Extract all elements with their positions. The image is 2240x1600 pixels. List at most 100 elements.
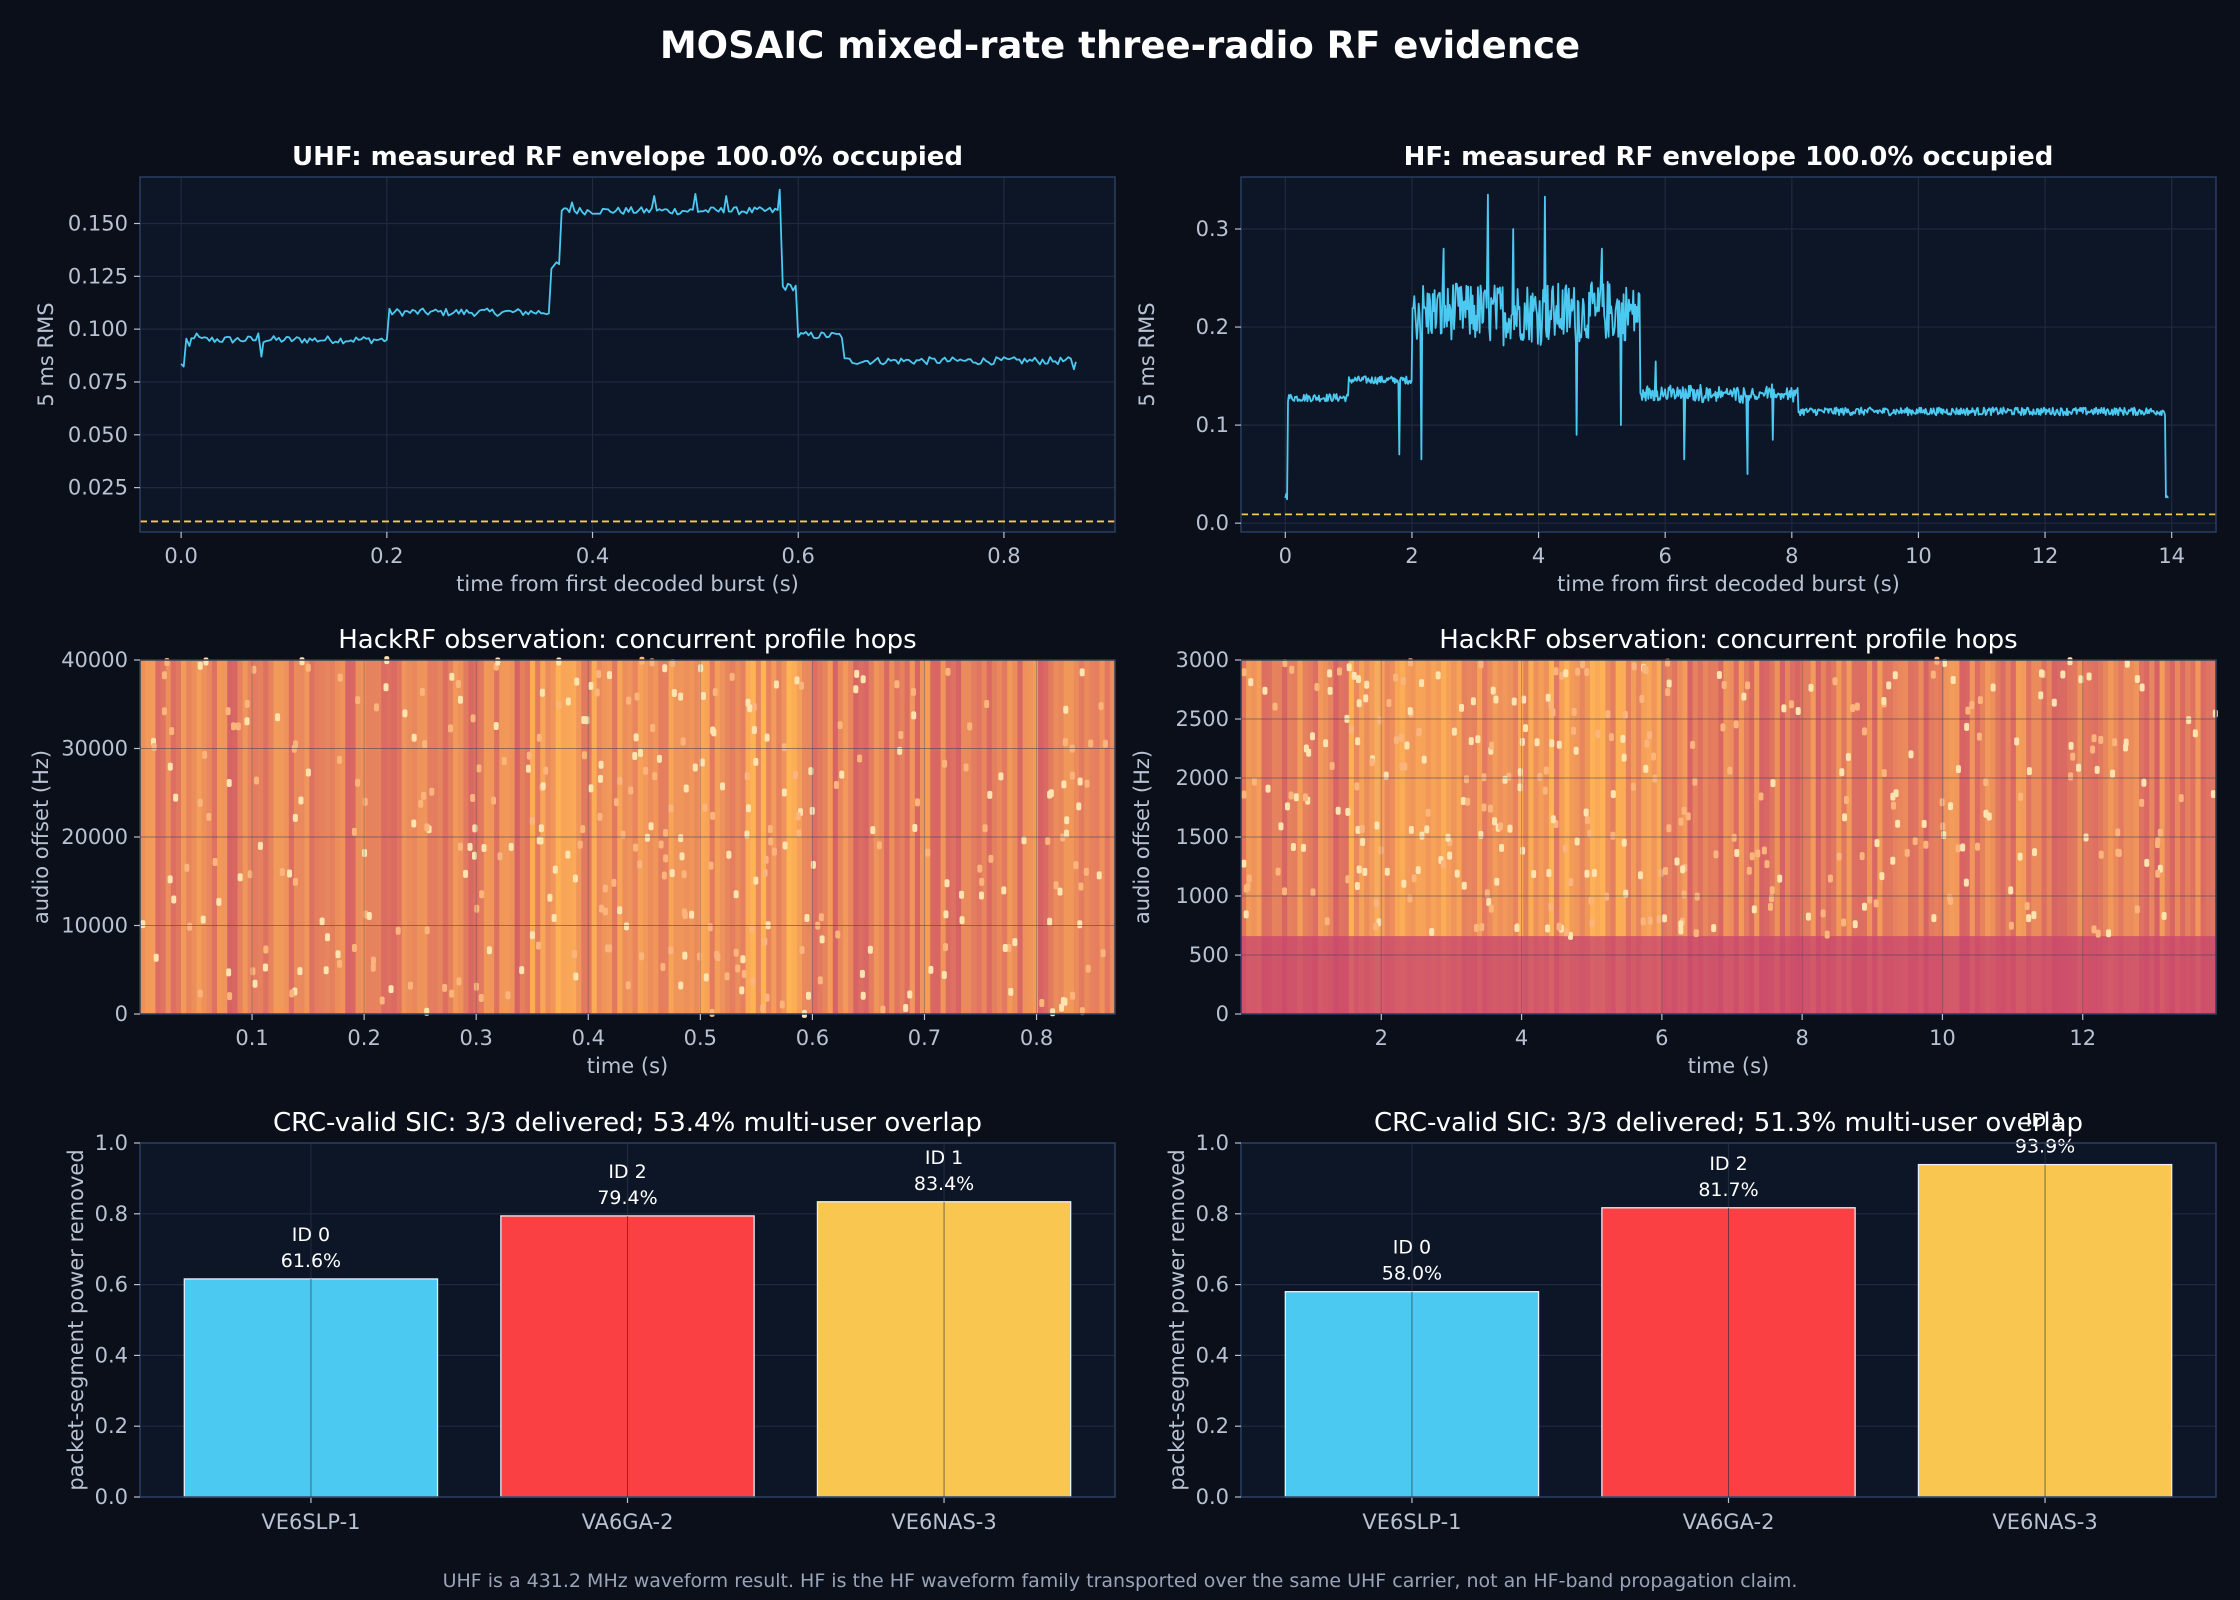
- x-tick-label: 6: [1655, 1026, 1668, 1050]
- spectrogram-energy: [1393, 673, 1399, 682]
- spectrogram-energy: [1511, 697, 1517, 706]
- spectrogram-energy: [1886, 681, 1892, 690]
- spectrogram-energy: [1063, 705, 1069, 714]
- spectrogram-energy: [1842, 813, 1848, 822]
- spectrogram-energy: [1983, 809, 1989, 818]
- x-tick-label: VA6GA-2: [1683, 1510, 1775, 1534]
- plot-frame: [139, 176, 1116, 533]
- spectrogram-energy: [493, 722, 499, 731]
- spectrogram-energy: [1021, 836, 1027, 845]
- spectrogram-energy: [525, 764, 531, 773]
- x-tick-label: 2: [1375, 1026, 1388, 1050]
- x-tick-label: 4: [1515, 1026, 1528, 1050]
- spectrogram-energy: [526, 751, 532, 760]
- spectrogram-energy: [1674, 857, 1680, 866]
- spectrogram-energy: [678, 834, 684, 843]
- spectrogram-energy: [411, 819, 417, 828]
- spectrogram-energy: [1690, 740, 1696, 749]
- spectrogram-energy: [1355, 737, 1361, 746]
- spectrogram-energy: [1734, 848, 1740, 857]
- spectrogram-energy: [1963, 878, 1969, 887]
- spectrogram-energy: [860, 991, 866, 1000]
- spectrogram-energy: [1974, 842, 1980, 851]
- spectrogram-energy: [925, 848, 931, 857]
- spectrogram-energy: [710, 811, 716, 820]
- y-axis-label: audio offset (Hz): [29, 750, 53, 924]
- spectrogram-energy: [355, 778, 361, 787]
- spectrogram-energy: [854, 669, 860, 678]
- spectrogram-energy: [2134, 905, 2140, 914]
- spectrogram-energy: [244, 699, 250, 708]
- spectrogram-energy: [1549, 739, 1555, 748]
- spectrogram-energy: [741, 969, 747, 978]
- spectrogram-energy: [1445, 833, 1451, 842]
- spectrogram-energy: [1764, 860, 1770, 869]
- spectrogram-energy: [1473, 924, 1479, 933]
- spectrogram-energy: [764, 733, 770, 742]
- spectrogram-energy: [1327, 686, 1333, 695]
- spectrogram-energy: [481, 843, 487, 852]
- spectrogram-energy: [418, 799, 424, 808]
- spectrogram-energy: [227, 992, 233, 1001]
- spectrogram-energy: [1062, 738, 1068, 747]
- spectrogram-energy: [796, 829, 802, 838]
- spectrogram-energy: [809, 806, 815, 815]
- spectrogram-energy: [305, 768, 311, 777]
- spectrogram-energy: [1096, 871, 1102, 880]
- spectrogram-energy: [1661, 914, 1667, 923]
- spectrogram-energy: [1746, 866, 1752, 875]
- spectrogram-energy: [362, 849, 368, 858]
- spectrogram-energy: [1346, 663, 1352, 672]
- spectrogram-energy: [1415, 866, 1421, 875]
- spectrogram-energy: [449, 989, 455, 998]
- y-axis-label: 5 ms RMS: [34, 302, 58, 406]
- spectrogram-energy: [2192, 729, 2198, 738]
- spectrogram-energy: [1767, 902, 1773, 911]
- spectrogram-energy: [643, 766, 649, 775]
- spectrogram-energy: [708, 861, 714, 870]
- spectrogram-energy: [682, 911, 688, 920]
- spectrogram-energy: [472, 851, 478, 860]
- spectrogram-energy: [853, 685, 859, 694]
- spectrogram-energy: [1588, 896, 1594, 905]
- spectrogram-energy: [639, 656, 645, 665]
- spectrogram-energy: [1248, 678, 1254, 687]
- spectrogram-energy: [429, 787, 435, 796]
- spectrogram-energy: [1478, 830, 1484, 839]
- spectrogram-energy: [598, 760, 604, 769]
- spectrogram-energy: [611, 878, 617, 887]
- spectrogram-energy: [1663, 867, 1669, 876]
- spectrogram-energy: [1478, 660, 1484, 669]
- x-tick-label: 10: [1905, 544, 1932, 568]
- spectrogram-energy: [1002, 943, 1008, 952]
- y-tick-label: 0.075: [68, 370, 128, 394]
- spectrogram-energy: [1580, 660, 1586, 669]
- spectrogram-energy: [648, 822, 654, 831]
- spectrogram-energy: [1059, 1003, 1065, 1012]
- spectrogram-energy: [749, 924, 755, 933]
- spectrogram-energy: [497, 852, 503, 861]
- spectrogram-energy: [605, 944, 611, 953]
- spectrogram-energy: [1692, 777, 1698, 786]
- spectrogram-energy: [1881, 769, 1887, 778]
- spectrogram-energy: [2026, 914, 2032, 923]
- spectrogram-energy: [1693, 929, 1699, 938]
- spectrogram-energy: [1575, 667, 1581, 676]
- spectrogram-energy: [1079, 668, 1085, 677]
- spectrogram-energy: [632, 751, 638, 760]
- spectrogram-energy: [495, 657, 501, 666]
- spectrogram-energy: [1573, 746, 1579, 755]
- spectrogram-energy: [833, 781, 839, 790]
- spectrogram-energy: [167, 762, 173, 771]
- spectrogram-energy: [1631, 662, 1637, 671]
- spectrogram-energy: [1942, 659, 1948, 668]
- spectrogram-energy: [247, 870, 253, 879]
- spectrogram-energy: [275, 713, 281, 722]
- spectrogram-energy: [262, 963, 268, 972]
- spectrogram-energy: [1520, 846, 1526, 855]
- spectrogram-energy: [1050, 1008, 1056, 1017]
- y-tick-label: 2500: [1176, 707, 1229, 731]
- y-tick-label: 1500: [1176, 825, 1229, 849]
- spectrogram-energy: [474, 904, 480, 913]
- spectrogram-energy: [1556, 740, 1562, 749]
